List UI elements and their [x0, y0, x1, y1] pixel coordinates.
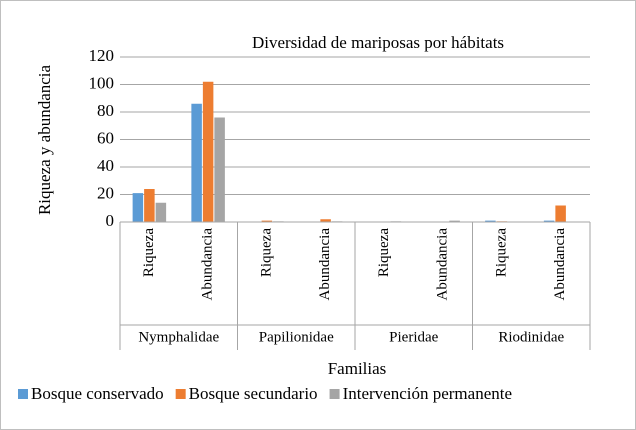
legend-label: Intervención permanente: [343, 384, 512, 403]
x-tick-label: Abundancia: [435, 228, 451, 301]
bar: [485, 220, 496, 222]
y-tick-label: 0: [106, 211, 115, 230]
group-label: Riodinidae: [498, 329, 564, 345]
x-tick-label: Abundancia: [552, 228, 568, 301]
x-tick-label: Riqueza: [141, 228, 157, 277]
bar: [132, 193, 144, 222]
bar: [155, 202, 167, 222]
x-tick-label: Riqueza: [258, 228, 274, 277]
chart-title: Diversidad de mariposas por hábitats: [252, 33, 504, 52]
bar: [202, 81, 214, 222]
group-label: Papilionidae: [259, 329, 334, 345]
group-label: Nymphalidae: [138, 329, 219, 345]
x-tick-label: Riqueza: [493, 228, 509, 277]
y-tick-label: 100: [89, 73, 115, 92]
bar: [320, 219, 331, 222]
y-tick-label: 40: [97, 156, 114, 175]
y-tick-label: 60: [97, 128, 114, 147]
group-label: Pieridae: [389, 329, 438, 345]
legend-label: Bosque secundario: [189, 384, 318, 403]
bar: [214, 117, 225, 222]
bar: [555, 205, 566, 222]
legend-swatch: [329, 389, 340, 399]
x-tick-label: Abundancia: [200, 228, 216, 301]
y-tick-label: 20: [97, 183, 114, 202]
legend-label: Bosque conservado: [31, 384, 164, 403]
legend-swatch: [175, 389, 186, 399]
x-tick-label: Riqueza: [376, 228, 392, 277]
y-tick-label: 120: [89, 46, 115, 65]
bar: [191, 103, 202, 222]
x-axis-title: Familias: [328, 359, 387, 378]
bar: [543, 220, 555, 222]
legend-swatch: [18, 389, 28, 399]
y-tick-label: 80: [97, 101, 114, 120]
y-axis-title: Riqueza y abundancia: [35, 64, 54, 215]
bar: [449, 220, 460, 222]
bar: [261, 220, 273, 222]
bar: [144, 189, 155, 222]
x-tick-label: Abundancia: [317, 228, 333, 301]
